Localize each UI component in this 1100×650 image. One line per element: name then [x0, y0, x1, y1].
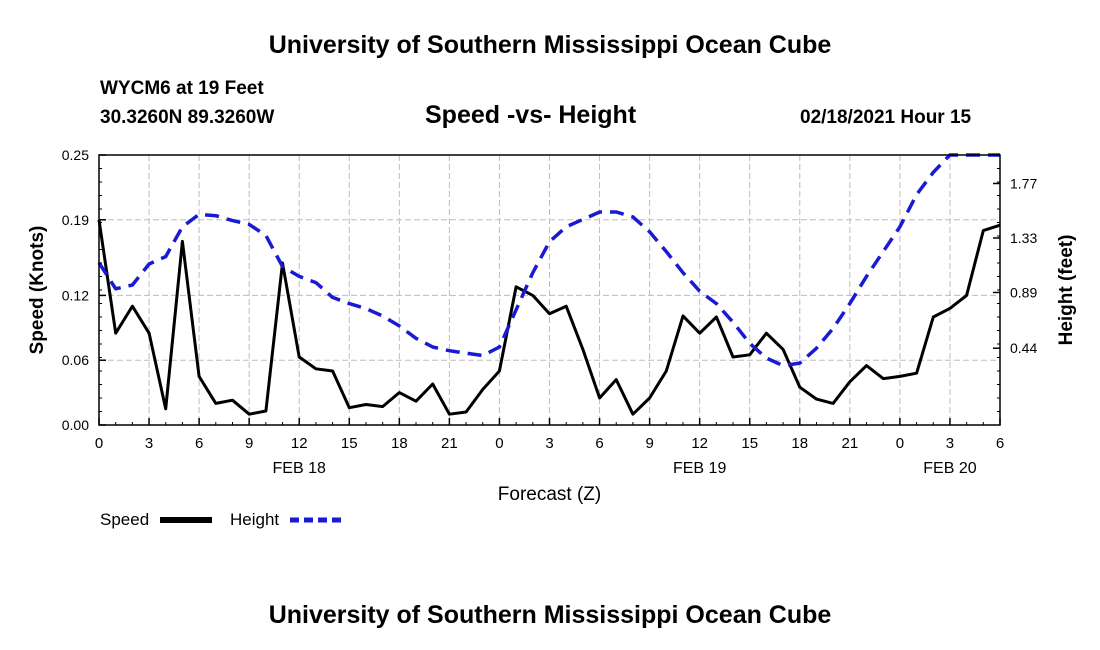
y-tick-label: 0.19 [62, 212, 89, 228]
y2-tick-label: 0.44 [1010, 340, 1037, 356]
x-day-label: FEB 18 [273, 460, 326, 477]
x-tick-label: 6 [195, 435, 203, 452]
x-tick-label: 3 [545, 435, 553, 452]
x-tick-label: 0 [95, 435, 103, 452]
x-tick-label: 0 [495, 435, 503, 452]
x-tick-label: 21 [841, 435, 858, 452]
x-day-label: FEB 19 [673, 460, 726, 477]
x-tick-label: 12 [291, 435, 308, 452]
y-tick-label: 0.25 [62, 147, 89, 163]
x-tick-label: 9 [645, 435, 653, 452]
series-lines [97, 153, 1001, 416]
x-tick-label: 9 [245, 435, 253, 452]
x-tick-label: 3 [145, 435, 153, 452]
y-tick-label: 0.00 [62, 417, 89, 433]
speed-line [97, 219, 1001, 416]
height-line [97, 153, 1000, 368]
y-tick-label: 0.12 [62, 287, 89, 303]
x-axis-label: Forecast (Z) [498, 484, 601, 505]
footer-title: University of Southern Mississippi Ocean… [268, 601, 832, 629]
legend-speed-label: Speed [100, 510, 149, 529]
station-label: WYCM6 at 19 Feet [100, 78, 264, 99]
x-tick-label: 18 [791, 435, 808, 452]
x-tick-label: 3 [946, 435, 954, 452]
x-tick-label: 6 [595, 435, 603, 452]
y2-axis-label: Height (feet) [1056, 235, 1077, 346]
x-tick-label: 15 [341, 435, 358, 452]
y-axis-label: Speed (Knots) [27, 226, 48, 355]
x-tick-label: 18 [391, 435, 408, 452]
y2-tick-label: 1.77 [1010, 175, 1037, 191]
x-tick-label: 6 [996, 435, 1004, 452]
station-coords: 30.3260N 89.3260W [100, 107, 275, 128]
x-tick-label: 12 [691, 435, 708, 452]
legend-height-label: Height [230, 510, 279, 529]
y-tick-label: 0.06 [62, 352, 89, 368]
x-tick-label: 15 [741, 435, 758, 452]
forecast-date: 02/18/2021 Hour 15 [800, 107, 972, 128]
x-day-label: FEB 20 [923, 460, 976, 477]
y2-tick-label: 0.89 [1010, 284, 1037, 300]
plot-title: Speed -vs- Height [425, 101, 637, 129]
legend: Speed Height [100, 510, 342, 529]
header-title: University of Southern Mississippi Ocean… [268, 31, 832, 59]
x-tick-label: 0 [896, 435, 904, 452]
grid-lines [99, 155, 1000, 425]
y2-tick-label: 1.33 [1010, 230, 1037, 246]
axes: 0 3 6 9 12 15 18 21 0 3 6 9 12 15 18 21 0 3 6 FEB 18 FEB 19 F… [62, 147, 1038, 477]
x-tick-label: 21 [441, 435, 458, 452]
